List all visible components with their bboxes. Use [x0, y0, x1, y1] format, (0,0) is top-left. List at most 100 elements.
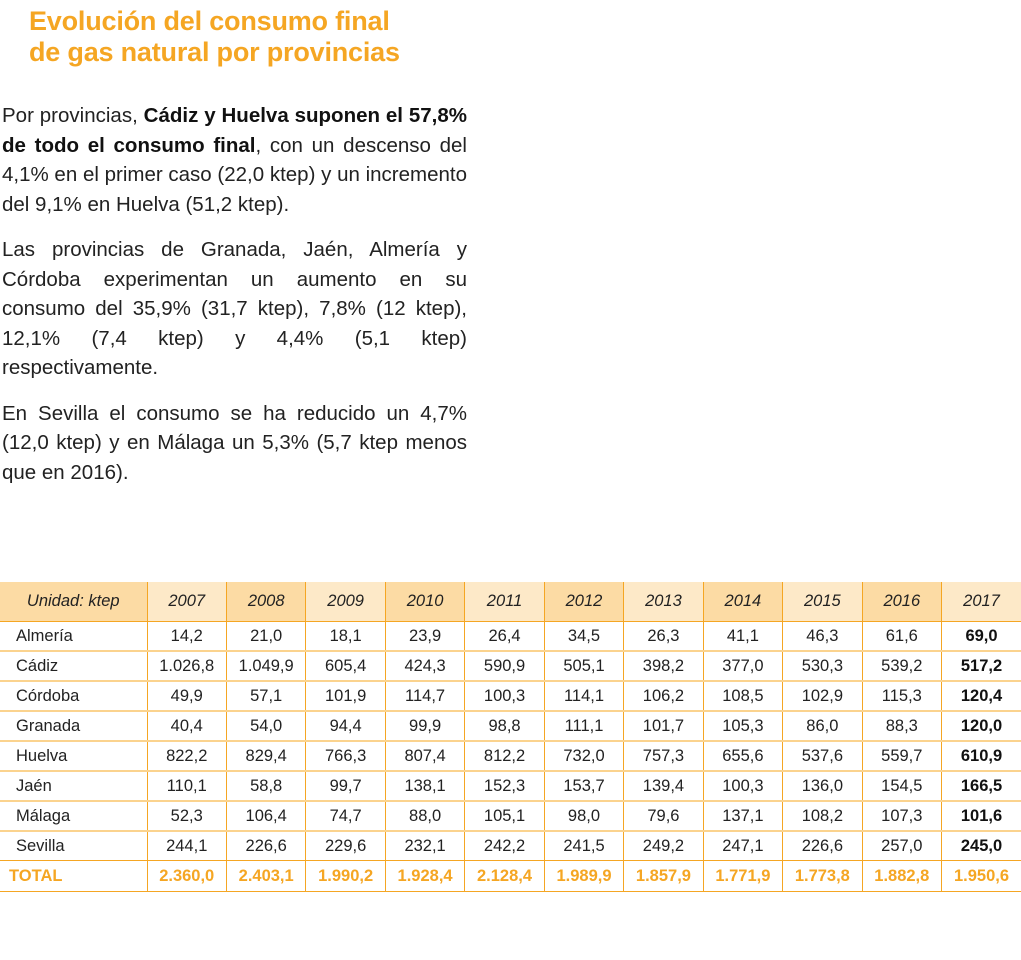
- value-cell: 166,5: [941, 771, 1021, 802]
- value-cell: 249,2: [623, 831, 704, 861]
- value-cell: 154,5: [862, 771, 943, 802]
- table-row: Sevilla 244,1 226,6 229,6 232,1 242,2 241,5 249…: [0, 831, 1021, 861]
- header-year: 2014: [703, 582, 784, 622]
- value-cell: 559,7: [862, 741, 943, 772]
- header-year: 2011: [464, 582, 545, 622]
- value-cell: 106,4: [226, 801, 307, 832]
- header-year: 2015: [782, 582, 863, 622]
- value-cell: 229,6: [305, 831, 386, 861]
- value-cell: 41,1: [703, 621, 784, 652]
- value-cell: 26,3: [623, 621, 704, 652]
- value-cell: 61,6: [862, 621, 943, 652]
- value-cell: 120,0: [941, 711, 1021, 742]
- province-name: Córdoba: [0, 681, 148, 712]
- value-cell: 100,3: [703, 771, 784, 802]
- value-cell: 101,9: [305, 681, 386, 712]
- value-cell: 49,9: [147, 681, 227, 712]
- value-cell: 241,5: [544, 831, 625, 861]
- value-cell: 115,3: [862, 681, 943, 712]
- value-cell: 153,7: [544, 771, 625, 802]
- value-cell: 114,1: [544, 681, 625, 712]
- value-cell: 424,3: [385, 651, 466, 682]
- value-cell: 102,9: [782, 681, 863, 712]
- table-row: Córdoba 49,9 57,1 101,9 114,7 100,3 114,1 106,2…: [0, 681, 1021, 712]
- value-cell: 822,2: [147, 741, 227, 772]
- value-cell: 226,6: [226, 831, 307, 861]
- total-value: 1.773,8: [782, 860, 863, 892]
- paragraph-1: Por provincias, Cádiz y Huelva suponen e…: [2, 101, 467, 219]
- value-cell: 86,0: [782, 711, 863, 742]
- province-name: Málaga: [0, 801, 148, 832]
- value-cell: 99,7: [305, 771, 386, 802]
- total-value: 2.128,4: [464, 860, 545, 892]
- value-cell: 101,6: [941, 801, 1021, 832]
- value-cell: 107,3: [862, 801, 943, 832]
- province-name: Granada: [0, 711, 148, 742]
- value-cell: 88,3: [862, 711, 943, 742]
- value-cell: 829,4: [226, 741, 307, 772]
- table-row: Jaén 110,1 58,8 99,7 138,1 152,3 153,7 139,4 100…: [0, 771, 1021, 802]
- value-cell: 26,4: [464, 621, 545, 652]
- value-cell: 732,0: [544, 741, 625, 772]
- paragraph-2: Las provincias de Granada, Jaén, Almería…: [2, 238, 467, 379]
- value-cell: 94,4: [305, 711, 386, 742]
- value-cell: 812,2: [464, 741, 545, 772]
- value-cell: 247,1: [703, 831, 784, 861]
- value-cell: 377,0: [703, 651, 784, 682]
- value-cell: 110,1: [147, 771, 227, 802]
- table-row: Cádiz 1.026,8 1.049,9 605,4 424,3 590,9 505,1 3…: [0, 651, 1021, 682]
- total-label: TOTAL: [0, 860, 148, 892]
- total-value: 2.403,1: [226, 860, 307, 892]
- header-year: 2008: [226, 582, 307, 622]
- total-value: 1.771,9: [703, 860, 784, 892]
- value-cell: 98,0: [544, 801, 625, 832]
- value-cell: 539,2: [862, 651, 943, 682]
- province-name: Jaén: [0, 771, 148, 802]
- value-cell: 232,1: [385, 831, 466, 861]
- value-cell: 40,4: [147, 711, 227, 742]
- value-cell: 766,3: [305, 741, 386, 772]
- total-value: 1.857,9: [623, 860, 704, 892]
- value-cell: 517,2: [941, 651, 1021, 682]
- value-cell: 655,6: [703, 741, 784, 772]
- consumption-table: Unidad: ktep 2007 2008 2009 2010 2011 2012 2013…: [0, 582, 1021, 892]
- header-year: 2017: [941, 582, 1021, 622]
- table-body: Almería 14,2 21,0 18,1 23,9 26,4 34,5 26,3 41,1 4…: [0, 621, 1021, 892]
- value-cell: 757,3: [623, 741, 704, 772]
- value-cell: 101,7: [623, 711, 704, 742]
- header-year: 2007: [147, 582, 227, 622]
- header-year: 2009: [305, 582, 386, 622]
- total-value: 1.990,2: [305, 860, 386, 892]
- value-cell: 14,2: [147, 621, 227, 652]
- value-cell: 610,9: [941, 741, 1021, 772]
- paragraph-1-rest: , con un descenso del 4,1% en el primer …: [2, 133, 467, 216]
- value-cell: 57,1: [226, 681, 307, 712]
- value-cell: 79,6: [623, 801, 704, 832]
- value-cell: 114,7: [385, 681, 466, 712]
- page-title: Evolución del consumo final de gas natur…: [29, 6, 489, 68]
- value-cell: 1.049,9: [226, 651, 307, 682]
- value-cell: 74,7: [305, 801, 386, 832]
- header-year: 2012: [544, 582, 625, 622]
- value-cell: 807,4: [385, 741, 466, 772]
- value-cell: 18,1: [305, 621, 386, 652]
- total-value: 1.882,8: [862, 860, 943, 892]
- value-cell: 242,2: [464, 831, 545, 861]
- value-cell: 105,3: [703, 711, 784, 742]
- value-cell: 108,2: [782, 801, 863, 832]
- body-text: Por provincias, Cádiz y Huelva suponen e…: [2, 101, 467, 503]
- table-row: Málaga 52,3 106,4 74,7 88,0 105,1 98,0 79,6 137,…: [0, 801, 1021, 832]
- value-cell: 108,5: [703, 681, 784, 712]
- value-cell: 137,1: [703, 801, 784, 832]
- paragraph-3: En Sevilla el consumo se ha reducido un …: [2, 401, 467, 484]
- value-cell: 88,0: [385, 801, 466, 832]
- value-cell: 99,9: [385, 711, 466, 742]
- value-cell: 226,6: [782, 831, 863, 861]
- paragraph-1-lead: Por provincias,: [2, 104, 144, 127]
- table-row: Almería 14,2 21,0 18,1 23,9 26,4 34,5 26,3 41,1 4…: [0, 621, 1021, 652]
- table-row: Granada 40,4 54,0 94,4 99,9 98,8 111,1 101,7 105…: [0, 711, 1021, 742]
- header-year: 2016: [862, 582, 943, 622]
- total-value: 1.950,6: [941, 860, 1021, 892]
- value-cell: 23,9: [385, 621, 466, 652]
- paragraph-1-bold: Cádiz y Huelva suponen el 57,8% de todo …: [2, 104, 467, 157]
